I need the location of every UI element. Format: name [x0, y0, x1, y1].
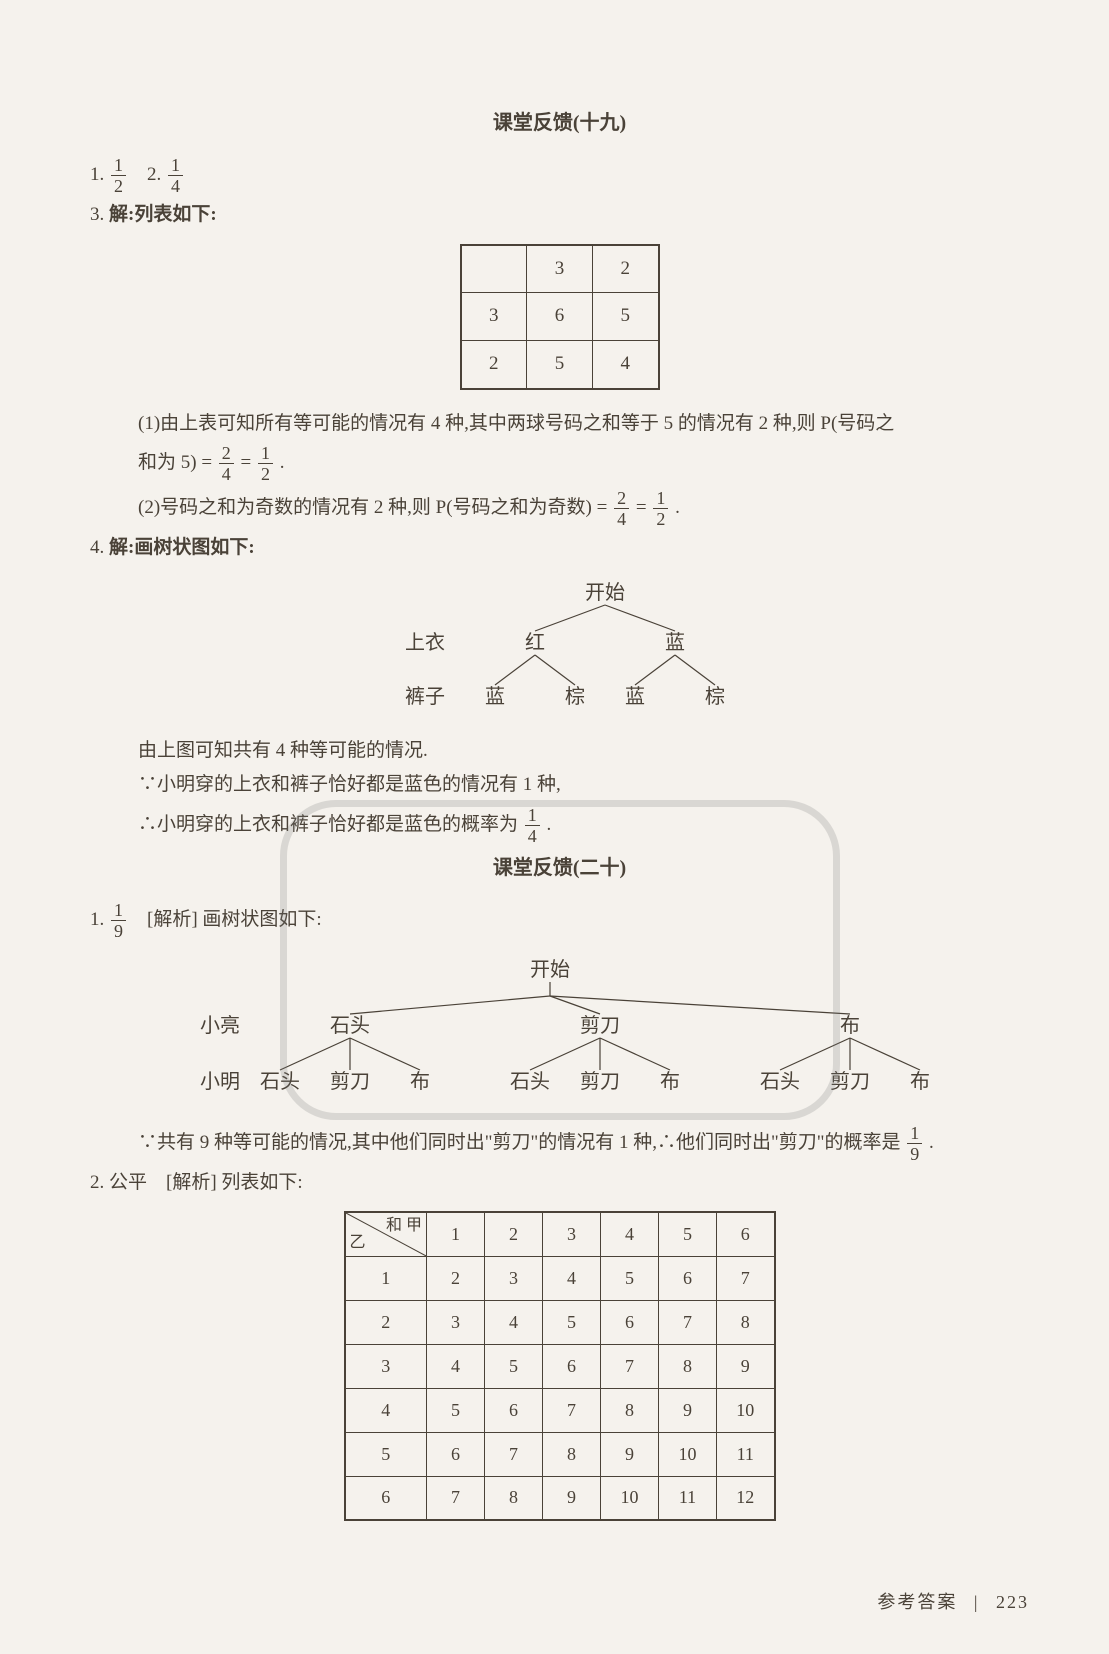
svg-text:小明: 小明	[200, 1070, 240, 1093]
cell: 2	[593, 245, 659, 293]
svg-text:剪刀: 剪刀	[830, 1070, 870, 1093]
q3-part1a: (1)由上表可知所有等可能的情况有 4 种,其中两球号码之和等于 5 的情况有 …	[90, 410, 1029, 439]
svg-text:剪刀: 剪刀	[330, 1070, 370, 1093]
s20-q1-fraction: 19	[111, 901, 126, 940]
q3-table: 3 2 3 6 5 2 5 4	[460, 244, 660, 390]
s20-q1-label: 1.	[90, 908, 104, 929]
svg-text:棕: 棕	[705, 685, 725, 708]
tree-diagram: 开始上衣红蓝裤子蓝棕蓝棕	[325, 577, 795, 727]
svg-text:蓝: 蓝	[625, 685, 645, 708]
q4-c: ∴小明穿的上衣和裤子恰好都是蓝色的概率为 14 .	[90, 806, 1029, 845]
cell: 6	[527, 293, 593, 341]
s20-q1-line: 1. 19 [解析] 画树状图如下:	[90, 901, 1029, 940]
svg-text:石头: 石头	[760, 1070, 800, 1093]
cell	[461, 245, 527, 293]
s20-q1-concl: ∵共有 9 种等可能的情况,其中他们同时出"剪刀"的情况有 1 种,∴他们同时出…	[90, 1124, 1029, 1163]
table-row: 1234567	[345, 1256, 775, 1300]
svg-text:石头: 石头	[330, 1014, 370, 1037]
s20-q2-answer: 公平	[109, 1172, 147, 1193]
svg-text:蓝: 蓝	[485, 685, 505, 708]
footer-label: 参考答案	[877, 1592, 957, 1612]
footer-page: 223	[996, 1592, 1029, 1612]
q2-label: 2.	[147, 164, 161, 185]
q1-fraction: 1 2	[111, 156, 126, 195]
q4-tree: 开始上衣红蓝裤子蓝棕蓝棕	[90, 577, 1029, 727]
cell: 4	[593, 341, 659, 389]
page-body: 课堂反馈(十九) 1. 1 2 2. 1 4 3. 解:列表如下: 3 2 3 …	[0, 0, 1109, 1581]
q4-line: 4. 解:画树状图如下:	[90, 534, 1029, 563]
tree-diagram-2: 开始小亮石头剪刀布小明石头剪刀布石头剪刀布石头剪刀布	[130, 954, 990, 1114]
q3-part2: (2)号码之和为奇数的情况有 2 种,则 P(号码之和为奇数) = 24 = 1…	[90, 489, 1029, 528]
q4-a: 由上图可知共有 4 种等可能的情况.	[90, 737, 1029, 766]
table-row: 和 甲 乙 123 456	[345, 1212, 775, 1256]
svg-text:小亮: 小亮	[200, 1014, 240, 1037]
q3-label: 3.	[90, 204, 104, 225]
q2-fraction: 1 4	[168, 156, 183, 195]
s20-q2-prefix: [解析] 列表如下:	[166, 1172, 303, 1193]
svg-text:棕: 棕	[565, 685, 585, 708]
table-row: 2345678	[345, 1300, 775, 1344]
svg-text:布: 布	[840, 1014, 860, 1037]
svg-text:剪刀: 剪刀	[580, 1070, 620, 1093]
table-row: 3 6 5	[461, 293, 659, 341]
cell: 3	[527, 245, 593, 293]
table-row: 567891011	[345, 1432, 775, 1476]
section-20-title: 课堂反馈(二十)	[90, 853, 1029, 883]
section-19-title: 课堂反馈(十九)	[90, 108, 1029, 138]
q1-q2-line: 1. 1 2 2. 1 4	[90, 156, 1029, 195]
table-row: 2 5 4	[461, 341, 659, 389]
footer-sep: |	[974, 1592, 980, 1612]
q3-part1b: 和为 5) = 24 = 12 .	[90, 444, 1029, 483]
s20-q2-label: 2.	[90, 1172, 104, 1193]
q1-label: 1.	[90, 164, 104, 185]
cell: 2	[461, 341, 527, 389]
cell: 5	[527, 341, 593, 389]
table-row: 6789101112	[345, 1476, 775, 1520]
page-footer: 参考答案 | 223	[877, 1588, 1029, 1614]
s20-q2-line: 2. 公平 [解析] 列表如下:	[90, 1169, 1029, 1198]
cell: 3	[461, 293, 527, 341]
table-row: 3456789	[345, 1344, 775, 1388]
svg-text:石头: 石头	[510, 1070, 550, 1093]
svg-text:上衣: 上衣	[405, 631, 445, 654]
cell: 5	[593, 293, 659, 341]
svg-text:开始: 开始	[585, 581, 625, 604]
svg-text:布: 布	[660, 1070, 680, 1093]
s20-q2-table: 和 甲 乙 123 456 12345672345678345678945678…	[344, 1211, 776, 1521]
svg-text:裤子: 裤子	[405, 685, 445, 708]
svg-text:开始: 开始	[530, 958, 570, 981]
table-row: 3 2	[461, 245, 659, 293]
table-row: 45678910	[345, 1388, 775, 1432]
diagonal-header: 和 甲 乙	[345, 1212, 427, 1256]
s20-q1-tree: 开始小亮石头剪刀布小明石头剪刀布石头剪刀布石头剪刀布	[90, 954, 1029, 1114]
svg-text:布: 布	[910, 1070, 930, 1093]
svg-text:红: 红	[525, 631, 545, 654]
q4-prefix: 解:画树状图如下:	[109, 537, 255, 558]
svg-text:布: 布	[410, 1070, 430, 1093]
q4-label: 4.	[90, 537, 104, 558]
svg-text:蓝: 蓝	[665, 631, 685, 654]
s20-q1-prefix: [解析] 画树状图如下:	[147, 908, 322, 929]
q3-prefix: 解:列表如下:	[109, 204, 217, 225]
svg-text:剪刀: 剪刀	[580, 1014, 620, 1037]
q3-line: 3. 解:列表如下:	[90, 201, 1029, 230]
q4-b: ∵小明穿的上衣和裤子恰好都是蓝色的情况有 1 种,	[90, 771, 1029, 800]
svg-text:石头: 石头	[260, 1070, 300, 1093]
